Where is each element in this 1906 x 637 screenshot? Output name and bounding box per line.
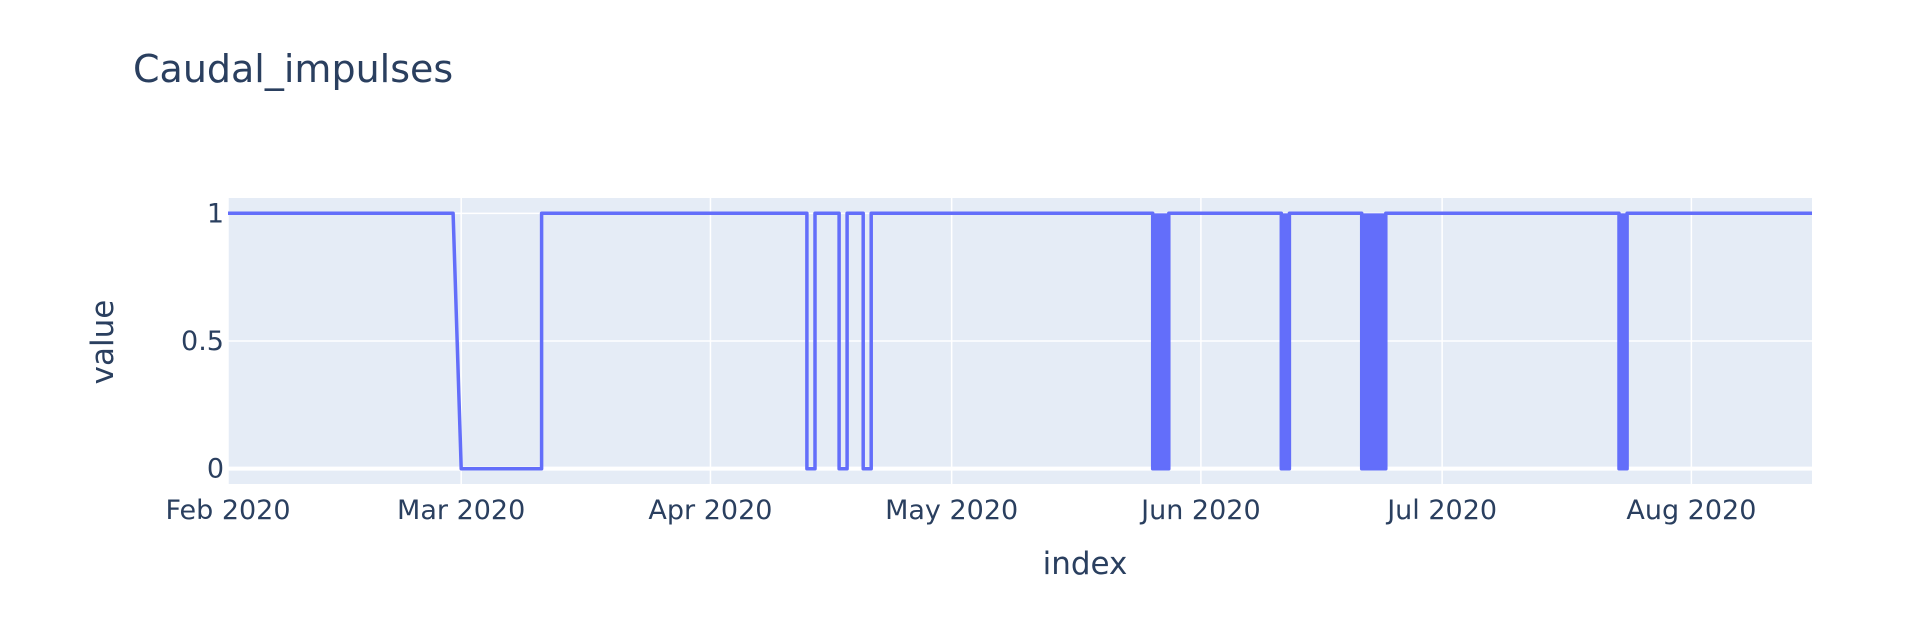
y-tick-label: 0 bbox=[207, 454, 224, 485]
dense-switching-band bbox=[1152, 213, 1169, 469]
x-tick-label: Jun 2020 bbox=[1139, 495, 1260, 526]
y-axis-title: value bbox=[85, 300, 121, 385]
dense-switching-band bbox=[1619, 213, 1628, 469]
x-axis-title: index bbox=[1043, 546, 1128, 582]
chart-title: Caudal_impulses bbox=[133, 47, 453, 91]
dense-switching-band bbox=[1281, 213, 1290, 469]
y-tick-label: 1 bbox=[207, 198, 224, 229]
dense-switching-band bbox=[1361, 213, 1386, 469]
x-tick-label: May 2020 bbox=[885, 495, 1018, 526]
x-tick-label: Mar 2020 bbox=[397, 495, 525, 526]
x-tick-label: Feb 2020 bbox=[165, 495, 290, 526]
x-tick-label: Aug 2020 bbox=[1626, 495, 1756, 526]
x-tick-label: Jul 2020 bbox=[1385, 495, 1497, 526]
series-layer bbox=[228, 211, 1812, 471]
x-axis: Feb 2020 Mar 2020 Apr 2020 May 2020 Jun 2020… bbox=[165, 495, 1756, 526]
y-axis: 00.51 bbox=[181, 198, 224, 484]
x-tick-label: Apr 2020 bbox=[648, 495, 772, 526]
y-tick-label: 0.5 bbox=[181, 326, 224, 357]
